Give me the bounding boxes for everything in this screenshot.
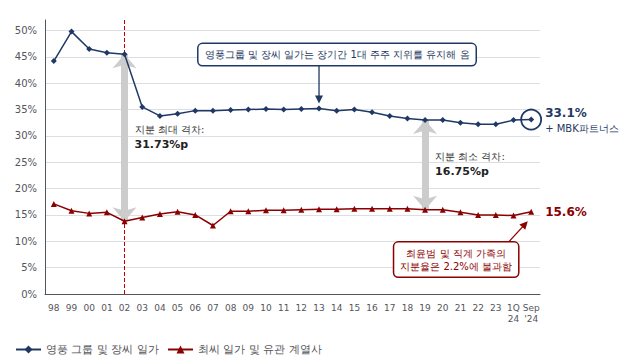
svg-text:04: 04 — [154, 303, 166, 313]
svg-text:40%: 40% — [15, 78, 37, 89]
svg-text:19: 19 — [419, 303, 431, 313]
svg-text:지분 최대 격차:: 지분 최대 격차: — [135, 124, 205, 135]
svg-text:22: 22 — [472, 303, 483, 313]
svg-text:15.6%: 15.6% — [545, 205, 587, 219]
svg-text:02: 02 — [119, 303, 130, 313]
svg-text:영풍그룹 및 장씨 일가는 장기간 1대 주주 지위를 유지: 영풍그룹 및 장씨 일가는 장기간 1대 주주 지위를 유지해 옴 — [205, 49, 470, 60]
svg-text:45%: 45% — [15, 51, 37, 62]
svg-text:18: 18 — [402, 303, 414, 313]
svg-text:98: 98 — [48, 303, 60, 313]
svg-text:최씨 일가 및 유관 계열사: 최씨 일가 및 유관 계열사 — [198, 343, 322, 356]
svg-text:1Q: 1Q — [507, 303, 520, 313]
svg-text:15%: 15% — [15, 209, 37, 220]
svg-text:05: 05 — [172, 303, 183, 313]
svg-text:01: 01 — [101, 303, 112, 313]
svg-text:24: 24 — [508, 314, 520, 324]
svg-text:14: 14 — [331, 303, 343, 313]
svg-text:03: 03 — [137, 303, 148, 313]
svg-text:50%: 50% — [15, 25, 37, 36]
svg-text:11: 11 — [278, 303, 289, 313]
svg-text:06: 06 — [190, 303, 202, 313]
svg-text:16.75%p: 16.75%p — [435, 165, 489, 178]
svg-text:09: 09 — [243, 303, 255, 313]
svg-text:20: 20 — [437, 303, 449, 313]
svg-text:5%: 5% — [21, 262, 37, 273]
svg-text:20%: 20% — [15, 183, 37, 194]
svg-text:25%: 25% — [15, 157, 37, 168]
svg-text:30%: 30% — [15, 130, 37, 141]
svg-text:Sep: Sep — [523, 303, 540, 313]
svg-text:지분 최소 격차:: 지분 최소 격차: — [435, 151, 505, 162]
svg-text:31.73%p: 31.73%p — [135, 138, 189, 151]
svg-text:0%: 0% — [21, 289, 37, 300]
svg-text:지분율은 2.2%에 불과함: 지분율은 2.2%에 불과함 — [400, 261, 512, 272]
svg-text:33.1%: 33.1% — [545, 106, 587, 120]
svg-text:10%: 10% — [15, 236, 37, 247]
svg-text:00: 00 — [83, 303, 95, 313]
svg-text:23: 23 — [490, 303, 501, 313]
svg-text:17: 17 — [384, 303, 395, 313]
svg-text:'24: '24 — [524, 314, 538, 324]
svg-text:07: 07 — [207, 303, 218, 313]
svg-text:+ MBK파트너스: + MBK파트너스 — [545, 123, 619, 134]
svg-text:99: 99 — [66, 303, 78, 313]
svg-text:13: 13 — [313, 303, 324, 313]
svg-text:10: 10 — [260, 303, 272, 313]
svg-text:16: 16 — [366, 303, 378, 313]
svg-text:35%: 35% — [15, 104, 37, 115]
svg-text:21: 21 — [455, 303, 466, 313]
svg-text:12: 12 — [296, 303, 307, 313]
svg-text:최윤범 및 직계 가족의: 최윤범 및 직계 가족의 — [406, 248, 506, 259]
svg-text:영풍 그룹 및 장씨 일가: 영풍 그룹 및 장씨 일가 — [46, 343, 159, 356]
svg-text:15: 15 — [349, 303, 360, 313]
svg-text:08: 08 — [225, 303, 237, 313]
